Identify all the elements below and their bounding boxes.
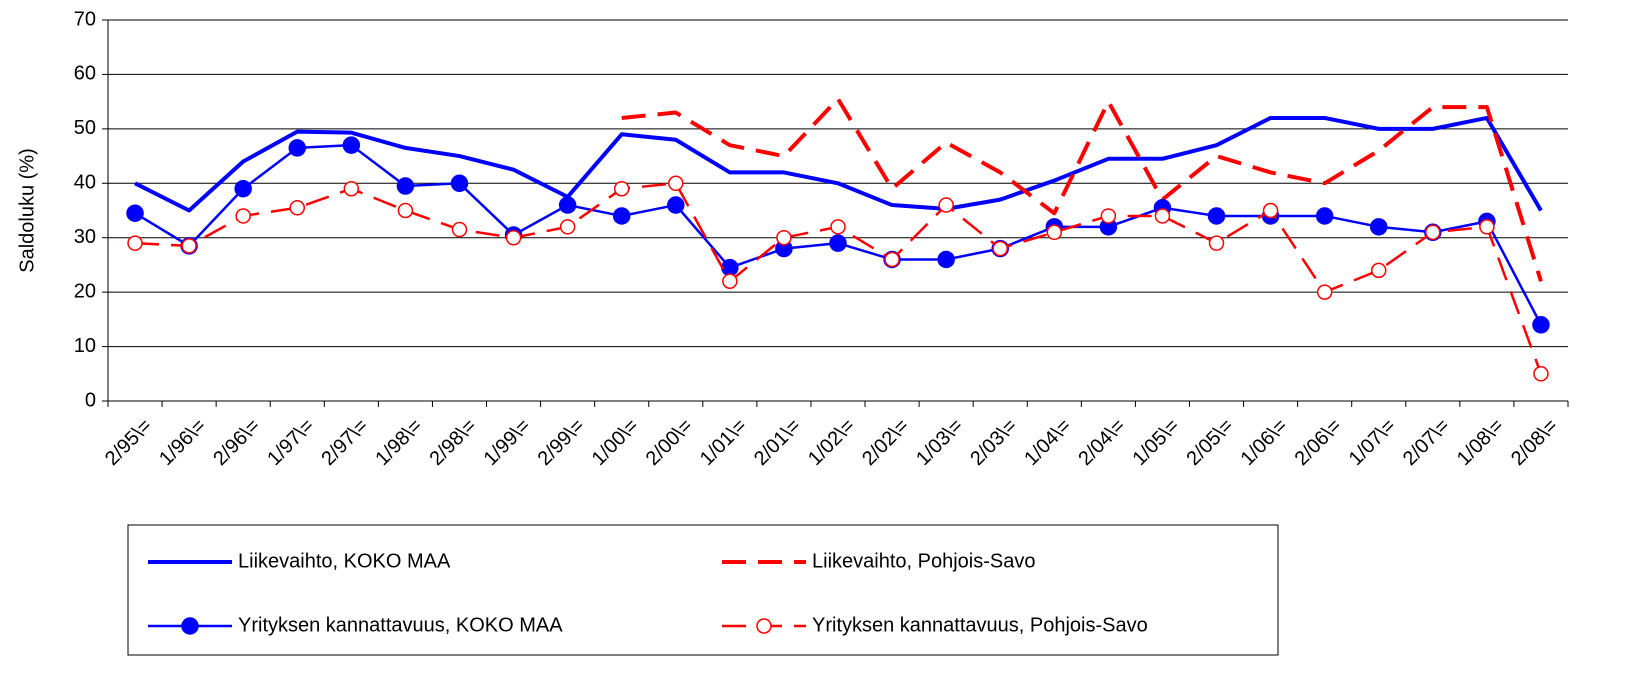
point — [668, 175, 684, 192]
point — [451, 221, 468, 238]
x-tick-label: 2/03\= — [966, 415, 1021, 470]
x-tick-label: 1/05\= — [1128, 415, 1183, 470]
point — [884, 251, 900, 268]
point — [1532, 316, 1550, 334]
point — [289, 200, 306, 216]
legend-box — [127, 524, 1279, 656]
point — [1046, 224, 1063, 241]
point — [1369, 218, 1388, 236]
point — [181, 238, 197, 254]
point — [127, 235, 143, 251]
point — [1425, 224, 1441, 241]
point — [1316, 284, 1333, 300]
y-tick-label: 40 — [74, 172, 96, 194]
point — [722, 273, 738, 290]
x-tick-label: 2/98\= — [425, 415, 480, 470]
point — [559, 219, 576, 235]
point — [1479, 219, 1495, 235]
point — [1262, 202, 1279, 219]
x-tick-label: 1/04\= — [1020, 415, 1075, 470]
y-tick-label: 20 — [74, 280, 96, 302]
x-tick-label: 2/02\= — [858, 415, 913, 470]
point — [1154, 208, 1171, 224]
x-tick-label: 2/06\= — [1291, 415, 1346, 470]
x-tick-label: 2/07\= — [1399, 415, 1454, 470]
x-tick-label: 1/00\= — [588, 415, 643, 470]
point — [667, 196, 685, 214]
y-tick-label: 60 — [74, 63, 96, 85]
point — [830, 219, 846, 235]
point — [558, 196, 577, 214]
x-tick-label: 2/04\= — [1074, 415, 1129, 470]
point — [343, 180, 360, 197]
x-tick-label: 1/99\= — [480, 415, 535, 470]
point — [235, 208, 251, 224]
point — [396, 177, 415, 195]
series-line — [134, 115, 1543, 213]
legend-label: Liikevaihto, Pohjois-Savo — [812, 550, 1035, 572]
x-tick-label: 2/96\= — [209, 415, 264, 470]
x-tick-label: 2/95\= — [101, 415, 156, 470]
x-tick-label: 1/06\= — [1237, 415, 1292, 470]
point — [938, 197, 954, 213]
x-tick-label: 1/02\= — [804, 415, 859, 470]
point — [234, 179, 252, 198]
point — [613, 180, 630, 197]
point — [612, 207, 631, 225]
x-tick-label: 2/97\= — [317, 415, 372, 470]
y-tick-label: 50 — [74, 117, 96, 139]
legend-label: Yrityksen kannattavuus, KOKO MAA — [238, 614, 563, 636]
legend-marker — [756, 618, 772, 634]
x-tick-label: 2/08\= — [1507, 415, 1562, 470]
point — [1100, 208, 1117, 224]
y-axis-label: Saldoluku (%) — [16, 148, 38, 273]
point — [776, 229, 792, 246]
point — [1208, 235, 1225, 251]
x-tick-label: 1/97\= — [263, 415, 318, 470]
legend-marker — [181, 617, 199, 635]
point — [505, 229, 522, 246]
legend-label: Liikevaihto, KOKO MAA — [238, 550, 451, 572]
y-tick-label: 70 — [74, 8, 96, 30]
point — [1207, 207, 1226, 225]
x-tick-label: 2/99\= — [534, 415, 589, 470]
y-tick-label: 30 — [74, 226, 96, 248]
point — [937, 250, 955, 269]
point — [829, 234, 847, 252]
point — [288, 139, 307, 157]
series-line — [621, 96, 1543, 282]
x-tick-label: 1/07\= — [1345, 415, 1400, 470]
point — [342, 136, 361, 154]
legend-label: Yrityksen kannattavuus, Pohjois-Savo — [812, 614, 1148, 636]
x-tick-label: 2/01\= — [750, 415, 805, 470]
x-tick-label: 1/96\= — [155, 415, 210, 470]
x-tick-label: 2/05\= — [1183, 415, 1238, 470]
point — [1533, 366, 1549, 382]
y-tick-label: 10 — [74, 335, 96, 357]
x-tick-label: 1/03\= — [912, 415, 967, 470]
x-tick-label: 2/00\= — [642, 415, 697, 470]
point — [126, 204, 144, 222]
point — [721, 258, 739, 277]
x-tick-label: 1/08\= — [1453, 415, 1508, 470]
y-tick-label: 0 — [85, 389, 96, 411]
point — [397, 202, 414, 219]
x-tick-label: 1/01\= — [696, 415, 751, 470]
point — [450, 174, 469, 193]
x-tick-label: 1/98\= — [371, 415, 426, 470]
point — [992, 240, 1008, 257]
point — [1315, 207, 1334, 225]
point — [1370, 262, 1387, 279]
